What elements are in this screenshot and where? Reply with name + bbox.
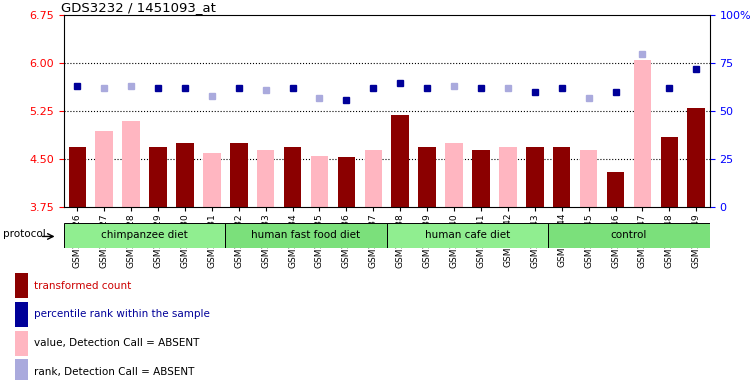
Text: human cafe diet: human cafe diet	[425, 230, 510, 240]
Bar	[15, 302, 28, 327]
Bar	[445, 143, 463, 207]
Bar	[15, 273, 28, 298]
Bar	[311, 156, 328, 207]
Bar	[149, 147, 167, 207]
Bar	[526, 147, 544, 207]
Bar	[391, 114, 409, 207]
Bar	[580, 150, 597, 207]
Bar	[472, 150, 490, 207]
Bar	[387, 223, 548, 248]
Bar	[230, 143, 248, 207]
Text: rank, Detection Call = ABSENT: rank, Detection Call = ABSENT	[34, 367, 195, 377]
Bar	[15, 331, 28, 356]
Bar	[553, 147, 571, 207]
Text: human fast food diet: human fast food diet	[252, 230, 360, 240]
Bar	[607, 172, 624, 207]
Text: protocol: protocol	[3, 229, 46, 239]
Text: control: control	[611, 230, 647, 240]
Bar	[68, 147, 86, 207]
Bar	[634, 60, 651, 207]
Bar	[176, 143, 194, 207]
Bar	[15, 359, 28, 384]
Text: percentile rank within the sample: percentile rank within the sample	[34, 310, 210, 319]
Bar	[225, 223, 387, 248]
Bar	[284, 147, 301, 207]
Text: transformed count: transformed count	[34, 281, 131, 291]
Bar	[418, 147, 436, 207]
Bar	[338, 157, 355, 207]
Text: chimpanzee diet: chimpanzee diet	[101, 230, 188, 240]
Bar	[257, 150, 274, 207]
Bar	[687, 108, 705, 207]
Bar	[122, 121, 140, 207]
Bar	[203, 153, 221, 207]
Bar	[95, 131, 113, 207]
Bar	[364, 150, 382, 207]
Text: value, Detection Call = ABSENT: value, Detection Call = ABSENT	[34, 338, 199, 348]
Bar	[64, 223, 225, 248]
Bar	[499, 147, 517, 207]
Bar	[548, 223, 710, 248]
Text: GDS3232 / 1451093_at: GDS3232 / 1451093_at	[61, 1, 216, 14]
Bar	[661, 137, 678, 207]
